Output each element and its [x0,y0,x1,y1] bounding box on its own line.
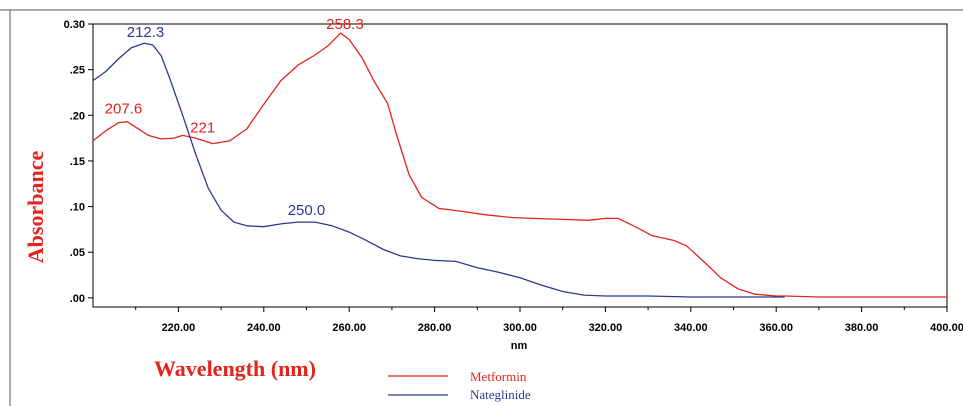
x-tick-label: 340.00 [674,322,708,334]
peak-label-nateglinide: 212.3 [127,24,165,41]
x-tick-label: 380.00 [845,322,879,334]
x-tick-label: 320.00 [589,322,623,334]
x-tick-label: 280.00 [418,322,452,334]
x-tick-label: 360.00 [759,322,793,334]
y-tick-label: .20 [70,110,85,122]
y-tick-label: .10 [70,202,85,214]
legend-label-metformin: Metformin [470,369,527,384]
peak-label-metformin: 207.6 [105,101,143,118]
series-line-metformin [92,32,947,298]
y-tick-label: .00 [70,293,85,305]
y-axis-title: Absorbance [23,151,48,264]
legend-label-nateglinide: Nateglinide [470,387,531,402]
plot-frame [92,23,948,308]
x-tick-label: 240.00 [247,322,281,334]
peak-label-nateglinide: 250.0 [288,202,326,219]
x-tick-label: 400.00 [930,322,963,334]
x-tick-label: 220.00 [162,322,196,334]
peak-label-metformin: 221 [190,119,215,136]
x-tick-label: 260.00 [332,322,366,334]
y-tick-label: .15 [70,156,85,168]
y-tick-label: .05 [70,247,85,259]
y-axis-ticks: 0.30 .25 .20 .15 .10 .05 .00 [64,19,93,305]
x-unit-label: nm [511,340,528,352]
x-axis-title: Wavelength (nm) [154,356,316,381]
y-tick-label: 0.30 [64,19,85,31]
y-tick-label: .25 [70,65,85,77]
legend: Metformin Nateglinide [388,369,531,402]
series-layer [92,32,947,298]
peak-label-metformin: 258.3 [326,16,364,33]
x-tick-label: 300.00 [503,322,537,334]
x-axis-ticks: 220.00 240.00 260.00 280.00 300.00 320.00 340.… [135,307,963,334]
series-line-nateglinide [92,42,785,298]
peak-annotations: 212.3 258.3 207.6 221 250.0 [105,16,364,219]
